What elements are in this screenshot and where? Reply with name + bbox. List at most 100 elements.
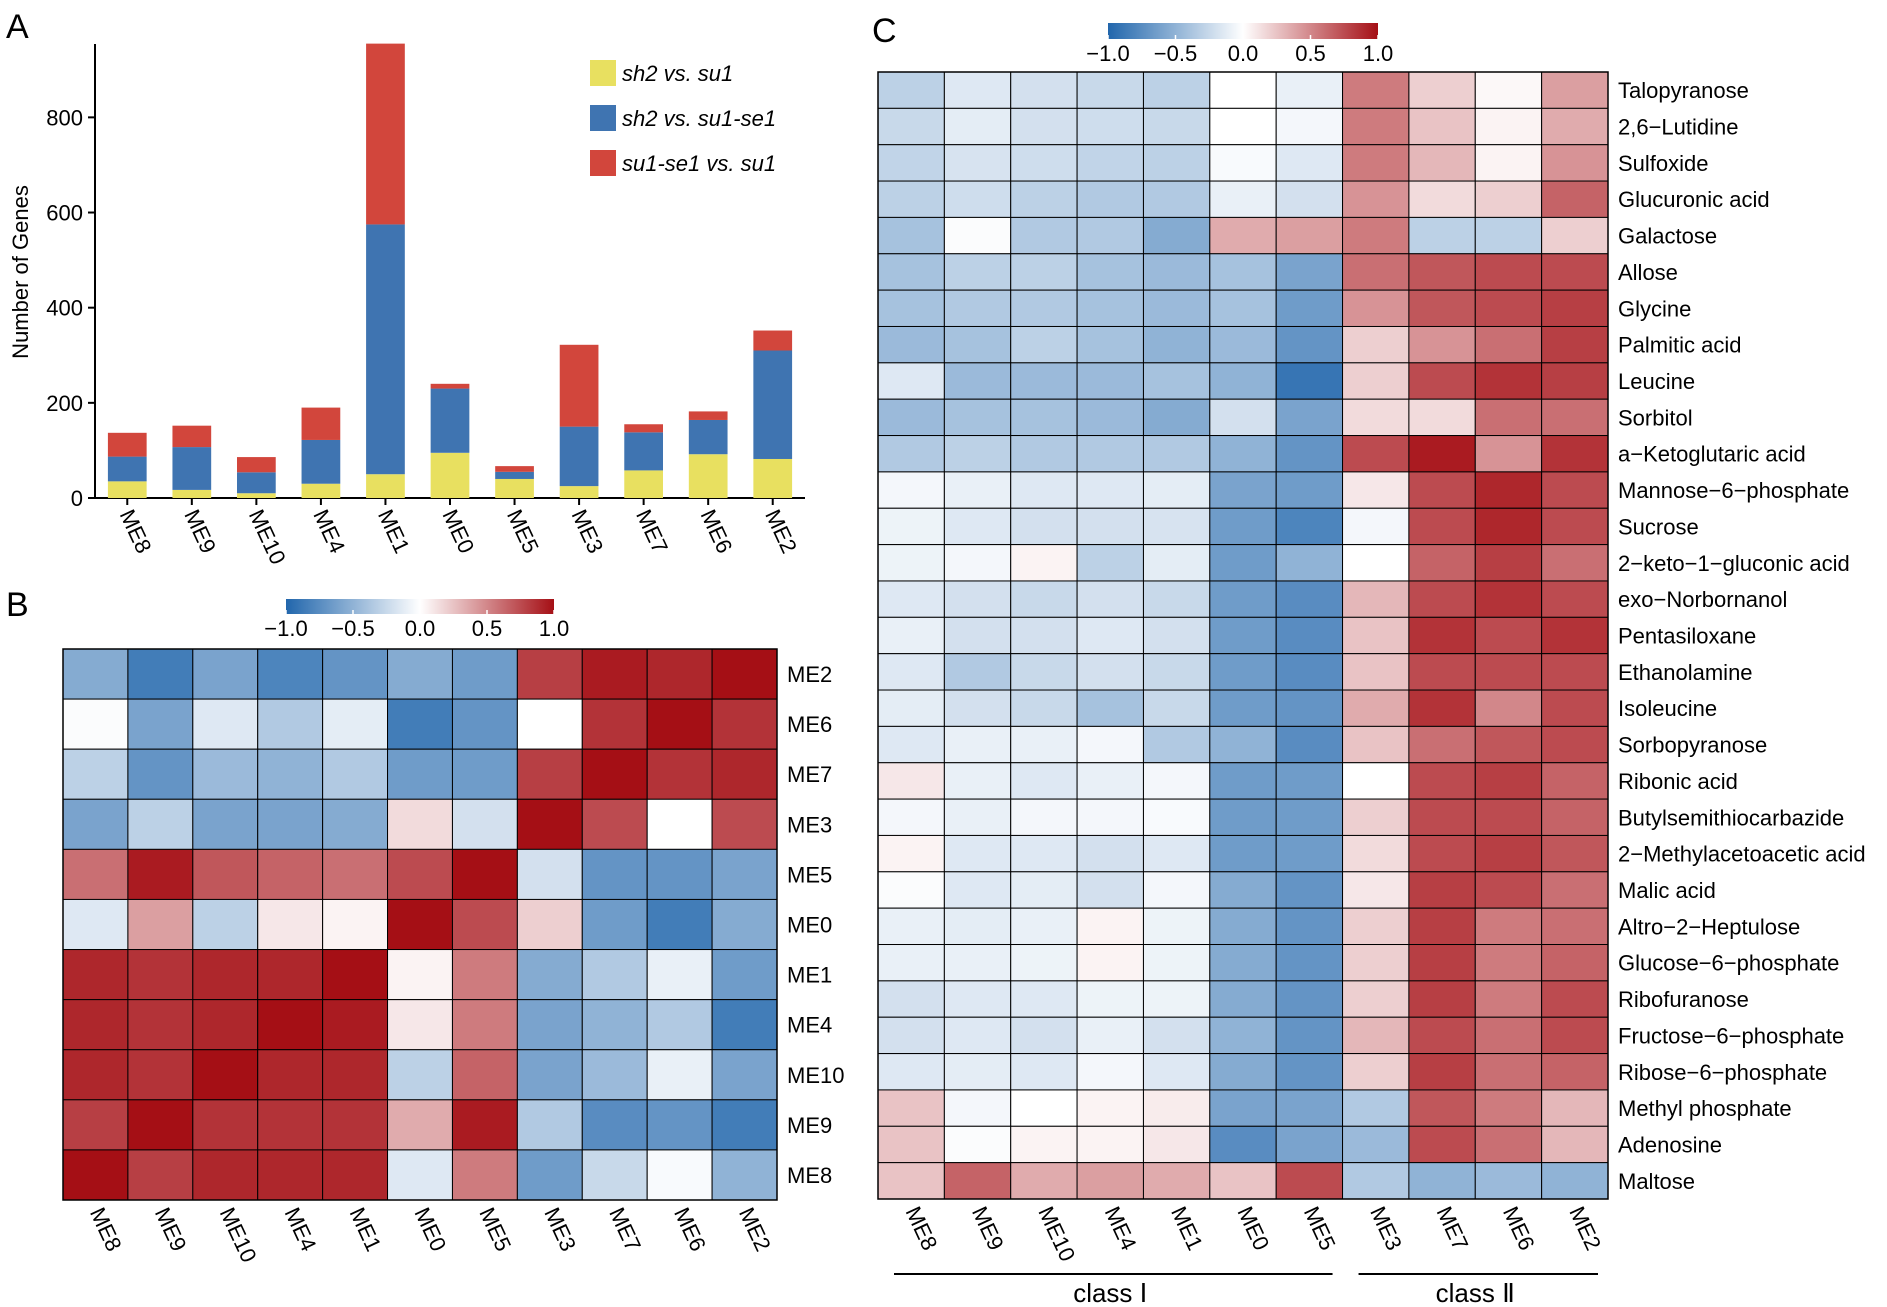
c-cell [877,398,945,437]
c-cell [1076,944,1144,982]
c-cell [1142,71,1211,109]
c-cell [1474,944,1543,982]
c-cell [1142,435,1211,473]
c-cell [1474,144,1543,182]
bar-me0-s1 [430,388,470,453]
c-cell [877,507,945,546]
b-cell [322,648,389,700]
c-cell [1342,544,1410,582]
b-cell [322,798,389,850]
b-cell [257,798,324,850]
c-row-label: exo−Norbornanol [1618,587,1787,612]
c-cell [1010,653,1078,691]
c-cell [1474,180,1543,218]
b-col-label: ME9 [150,1204,192,1256]
bar-me8-s0 [107,481,147,498]
b-cell [127,748,194,800]
c-cell [1408,1162,1476,1200]
c-cell [1010,1089,1078,1127]
b-cell [322,999,389,1051]
c-cell [1142,580,1211,618]
panel-label-a: A [6,8,29,46]
c-cell [1010,289,1078,327]
c-row-label: Isoleucine [1618,696,1717,721]
c-row-label: Galactose [1618,224,1717,249]
c-cell [1275,398,1344,437]
c-col-label: ME3 [1365,1203,1407,1255]
c-cell [1275,725,1344,764]
b-row-label: ME1 [787,963,832,988]
c-row-label: Sucrose [1618,514,1699,539]
c-cell [943,144,1012,182]
c-cell [1275,507,1344,546]
c-cell [1474,1125,1543,1164]
b-cell [127,999,194,1051]
c-row-label: Allose [1618,260,1678,285]
c-cell [943,653,1012,691]
x-tick-label: ME9 [179,506,221,558]
c-cell [1342,253,1410,291]
b-cell [257,898,324,951]
b-cell [581,1149,648,1201]
c-cell [1342,1016,1410,1055]
b-cell [451,898,518,951]
c-cell [1541,1089,1609,1127]
bar-me4-s2 [301,407,341,440]
bar-me8-s2 [107,432,147,457]
c-cell [1541,144,1609,182]
c-cell [943,689,1012,727]
b-cell [711,798,778,850]
c-cell [1209,798,1277,836]
c-cell [877,725,945,764]
c-cell [1209,689,1277,727]
b-cell [451,999,518,1051]
c-cell [1010,1125,1078,1164]
b-cell [711,1099,778,1151]
bar-me2-s1 [753,350,793,459]
c-cell [1209,762,1277,800]
b-cell [192,798,259,850]
b-row-label: ME4 [787,1013,832,1038]
c-cell [1342,289,1410,327]
bar-me2-s0 [753,458,793,498]
c-cell [877,289,945,327]
c-cell [1408,944,1476,982]
b-col-label: ME4 [280,1204,322,1256]
c-cell [1010,325,1078,364]
c-cell [1275,544,1344,582]
bar-me3-s0 [559,486,599,498]
legend-swatch [590,105,616,131]
c-cell [1474,907,1543,946]
c-cell [1474,253,1543,291]
c-cell [1541,944,1609,982]
b-cell [711,648,778,700]
c-cell [1010,507,1078,546]
c-row-label: Glycine [1618,296,1691,321]
c-cell [1408,362,1476,400]
c-cell [1474,798,1543,836]
c-cell [877,144,945,182]
b-cell [322,698,389,750]
c-cell [1275,471,1344,509]
c-cell [1541,725,1609,764]
c-cell [1010,435,1078,473]
c-cell [1275,653,1344,691]
b-cell [711,898,778,951]
c-cell [1342,180,1410,218]
heatmap-panel-b: −1.0 −0.5 0.0 0.5 1.0 ME2 ME6 ME7 ME3 ME5 ME0 ME1 ME… [62,599,844,1266]
c-cell [1142,544,1211,582]
b-cell [516,898,583,951]
b-cell [62,1149,129,1201]
c-cell [1010,544,1078,582]
c-cell [877,107,945,146]
c-cell [1142,362,1211,400]
b-cell [516,1149,583,1201]
c-col-label: ME7 [1432,1203,1474,1255]
c-cell [1408,107,1476,146]
c-cell [1275,980,1344,1018]
c-cell [1408,289,1476,327]
c-cell [1142,144,1211,182]
c-cell [1474,1053,1543,1091]
b-cell [257,698,324,750]
b-cell [127,848,194,900]
